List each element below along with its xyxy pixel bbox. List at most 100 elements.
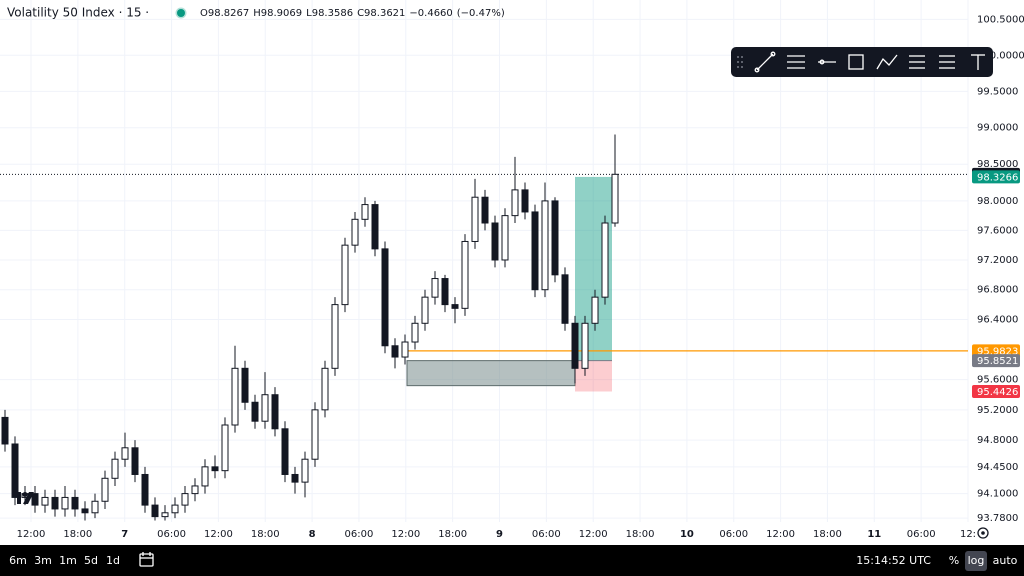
y-tick-label: 96.4000 xyxy=(977,315,1018,326)
x-tick-label: 10 xyxy=(680,529,694,540)
bottom-toolbar: 6m 3m 1m 5d 1d 15:14:52 UTC% log auto xyxy=(9,551,1018,571)
candle-body xyxy=(331,304,339,369)
y-tick-label: 98.0000 xyxy=(977,196,1018,207)
price-tag xyxy=(972,170,1020,184)
axis-settings[interactable] xyxy=(977,527,989,539)
y-tick-label: 94.8000 xyxy=(977,435,1018,446)
scale-button[interactable]: log xyxy=(968,554,985,567)
candle-body xyxy=(431,278,439,298)
drawings xyxy=(0,173,968,392)
y-tick-label: 94.4500 xyxy=(977,462,1018,473)
scale-button[interactable]: auto xyxy=(993,554,1018,567)
candle-body xyxy=(301,458,309,483)
y-tick-label: 100.0000 xyxy=(977,50,1024,61)
candle-body xyxy=(291,473,299,483)
logo xyxy=(13,492,34,504)
y-tick-label: 99.5000 xyxy=(977,86,1018,97)
candle-body xyxy=(461,240,469,309)
change-value: (−0.47%) xyxy=(457,8,505,19)
gann-tool[interactable] xyxy=(939,55,955,69)
bottom-bar xyxy=(0,545,1024,576)
candle-body xyxy=(221,424,229,472)
candle-body xyxy=(321,367,329,411)
x-tick-label: 8 xyxy=(309,529,316,540)
range-button[interactable]: 5d xyxy=(84,554,98,567)
price-tag xyxy=(972,354,1020,368)
x-tick-label: 12:00 xyxy=(579,529,608,540)
trend-line-tool[interactable] xyxy=(754,51,776,73)
candle-body xyxy=(11,443,19,498)
x-tick-label: 12:00 xyxy=(391,529,420,540)
candle-body xyxy=(211,466,219,472)
candle-body xyxy=(121,447,129,460)
date-range-button[interactable] xyxy=(139,552,154,567)
x-tick-label: 18:00 xyxy=(251,529,280,540)
candle-body xyxy=(521,189,529,213)
price-tag xyxy=(972,344,1020,358)
candle-body xyxy=(341,244,349,306)
ohlc-item: O98.8267 xyxy=(200,8,249,19)
ohlc-value: 98.9069 xyxy=(261,8,302,19)
x-tick-label: 06:00 xyxy=(157,529,186,540)
fib-tool[interactable] xyxy=(909,55,925,69)
price-tag-label: 95.8521 xyxy=(977,356,1018,367)
legend: Volatility 50 Index · 15 · O98.8267 H98.90… xyxy=(7,6,505,20)
candle-body xyxy=(541,200,549,291)
candle-body xyxy=(381,248,389,347)
x-tick-label: 06:00 xyxy=(532,529,561,540)
ohlc-label: H xyxy=(253,8,261,19)
candle-body xyxy=(571,322,579,369)
drag-handle xyxy=(737,56,743,68)
rectangle-drawing xyxy=(406,360,576,387)
price-axis: 100.5000 100.0000 99.5000 99.0000 98.5000 98.… xyxy=(972,14,1024,524)
scale-button[interactable]: % xyxy=(949,554,959,567)
market-status xyxy=(175,7,187,19)
candle-body xyxy=(91,500,99,514)
range-button[interactable]: 1m xyxy=(59,554,77,567)
candle-body xyxy=(271,394,279,430)
y-tick-label: 99.0000 xyxy=(977,123,1018,134)
candle-body xyxy=(161,512,169,518)
candle-body xyxy=(371,204,379,250)
x-tick-label: 12:00 xyxy=(204,529,233,540)
candle-body xyxy=(511,189,519,217)
candle-body xyxy=(441,278,449,306)
ohlc-value: 98.3621 xyxy=(364,8,405,19)
range-button[interactable]: 1d xyxy=(106,554,120,567)
rectangle-tool[interactable] xyxy=(848,54,864,70)
y-tick-label: 100.5000 xyxy=(977,14,1024,25)
horizontal-ray-tool[interactable] xyxy=(818,59,836,65)
candle-body xyxy=(71,496,79,510)
text-tool[interactable] xyxy=(971,54,985,70)
range-button[interactable]: 6m xyxy=(9,554,27,567)
candle-body xyxy=(191,485,199,495)
candle-body xyxy=(1,416,9,445)
parallel-channel-tool[interactable] xyxy=(787,55,805,69)
candle-body xyxy=(361,204,369,220)
candles xyxy=(1,134,619,521)
ohlc-item: L98.3586 xyxy=(306,8,353,19)
x-tick-label: 12:00 xyxy=(17,529,46,540)
ohlc-value: 98.3586 xyxy=(312,8,353,19)
x-tick-label: 18:00 xyxy=(438,529,467,540)
change-value: −0.4660 xyxy=(409,8,452,19)
candle-body xyxy=(81,508,89,514)
active-button-bg xyxy=(965,551,987,571)
range-button[interactable]: 3m xyxy=(34,554,52,567)
candle-body xyxy=(131,447,139,475)
candle-body xyxy=(401,341,409,358)
y-tick-label: 95.6000 xyxy=(977,375,1018,386)
candle-body xyxy=(351,218,359,246)
x-tick-label: 18:00 xyxy=(813,529,842,540)
candle-body xyxy=(481,196,489,224)
candle-body xyxy=(51,496,59,510)
candle-body xyxy=(611,173,619,224)
candle-body xyxy=(581,322,589,369)
y-tick-label: 94.1000 xyxy=(977,489,1018,500)
path-tool[interactable] xyxy=(876,54,898,70)
toolbar-bg xyxy=(731,47,993,77)
time-axis: 12:00 18:00 7 06:00 12:00 18:00 8 06:00 12:00 18:… xyxy=(17,529,976,540)
candle-body xyxy=(491,222,499,261)
x-tick-label: 06:00 xyxy=(907,529,936,540)
